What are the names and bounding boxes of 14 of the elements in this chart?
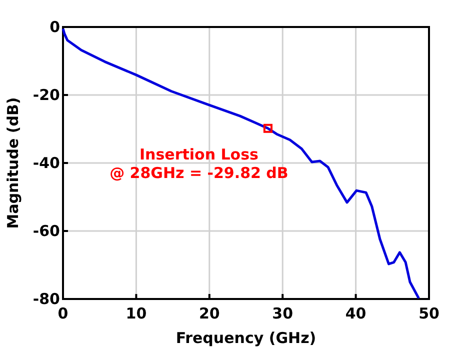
- x-tick-label: 20: [198, 304, 220, 322]
- x-tick-label: 40: [345, 304, 366, 322]
- x-axis-title: Frequency (GHz): [176, 329, 316, 347]
- x-tick-label: 50: [418, 304, 440, 322]
- annotation: Insertion Loss @ 28GHz = -29.82 dB: [110, 145, 288, 182]
- y-tick-label: -40: [32, 154, 60, 172]
- x-tick-label: 10: [126, 304, 147, 322]
- y-tick-label: 0: [50, 18, 60, 36]
- y-tick-label: -80: [32, 290, 60, 308]
- line-series: [62, 27, 420, 300]
- y-axis-title: Magnitude (dB): [4, 97, 22, 229]
- x-tick-label: 30: [272, 304, 294, 322]
- y-tick-label: -20: [32, 86, 60, 104]
- y-tick-label: -60: [32, 222, 60, 240]
